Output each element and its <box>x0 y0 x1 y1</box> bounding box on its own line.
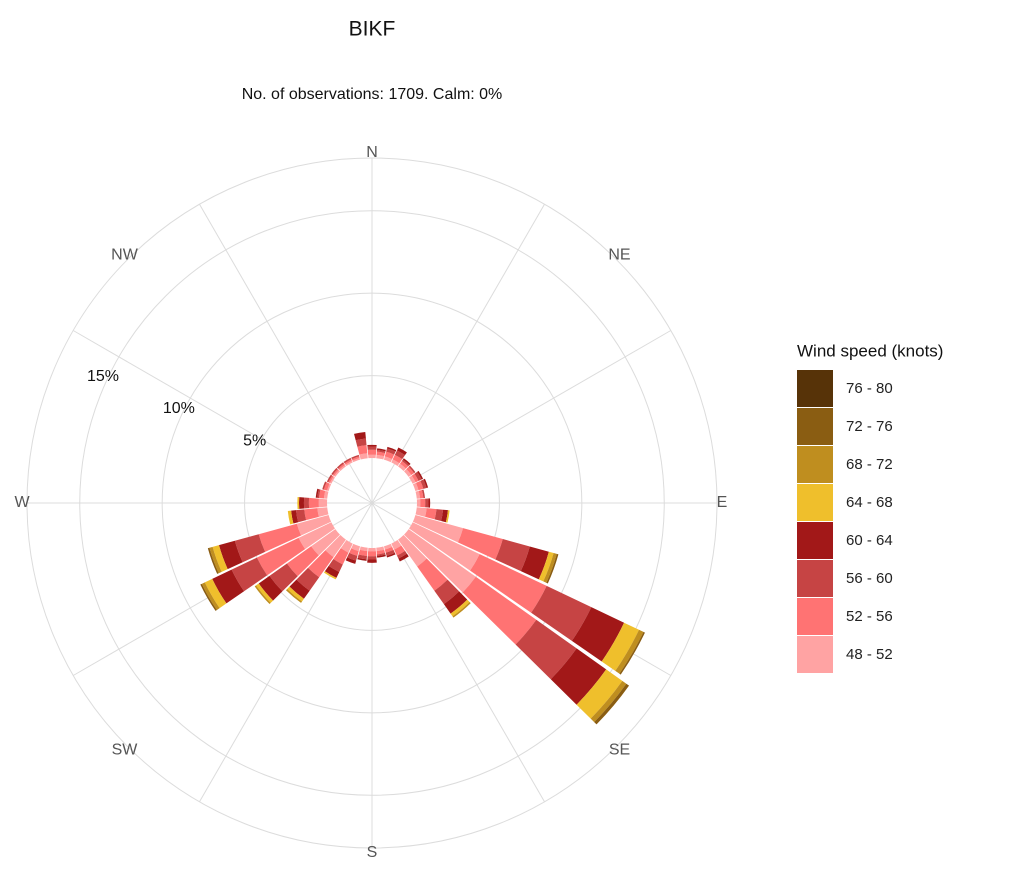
legend-label: 64 - 68 <box>846 494 893 511</box>
spoke <box>73 331 372 504</box>
legend-title: Wind speed (knots) <box>797 341 943 360</box>
bar-segment <box>319 499 327 508</box>
chart-title: BIKF <box>349 18 396 41</box>
ring-label: 15% <box>87 368 119 385</box>
compass-label: NW <box>111 247 139 264</box>
bar-segment <box>367 446 376 449</box>
bars <box>200 432 645 724</box>
bar-segment <box>367 559 377 562</box>
spoke <box>200 204 373 503</box>
legend-label: 68 - 72 <box>846 456 893 473</box>
legend-swatch <box>797 446 833 483</box>
bar-segment <box>367 445 376 447</box>
ring-label: 10% <box>163 400 195 417</box>
legend-label: 60 - 64 <box>846 532 893 549</box>
bar-segment <box>425 498 428 507</box>
legend-label: 48 - 52 <box>846 646 893 663</box>
compass-label: S <box>367 844 378 861</box>
legend-label: 72 - 76 <box>846 418 893 435</box>
bar-segment <box>368 450 377 455</box>
bar-segment <box>420 499 425 508</box>
ring-label: 5% <box>243 432 266 449</box>
compass-label: N <box>366 144 378 161</box>
bar-segment <box>304 498 309 509</box>
legend-label: 52 - 56 <box>846 608 893 625</box>
bar-segment <box>425 508 436 519</box>
bar-segment <box>309 498 319 508</box>
bar-segment <box>428 498 430 507</box>
bar-segment <box>416 507 427 517</box>
legend-swatch <box>797 598 833 635</box>
chart-subtitle: No. of observations: 1709. Calm: 0% <box>242 86 503 103</box>
bar-segment <box>368 455 376 458</box>
compass-label: E <box>717 494 728 511</box>
legend-swatch <box>797 484 833 521</box>
compass-label: SE <box>609 742 630 759</box>
legend-swatch <box>797 522 833 559</box>
compass-label: NE <box>608 247 630 264</box>
legend-swatch <box>797 408 833 445</box>
bar-segment <box>299 497 304 509</box>
bar-segment <box>357 445 367 455</box>
compass-label: W <box>14 494 30 511</box>
bar-segment <box>368 551 377 556</box>
legend-swatch <box>797 636 833 673</box>
legend-swatch <box>797 560 833 597</box>
compass-label: SW <box>112 742 139 759</box>
bar-segment <box>367 556 376 559</box>
bar-segment <box>368 548 376 551</box>
bar-segment <box>417 499 420 507</box>
legend-label: 56 - 60 <box>846 570 893 587</box>
bar-segment <box>317 507 328 517</box>
legend-swatch <box>797 370 833 407</box>
legend-label: 76 - 80 <box>846 380 893 397</box>
bar-segment <box>297 497 299 509</box>
